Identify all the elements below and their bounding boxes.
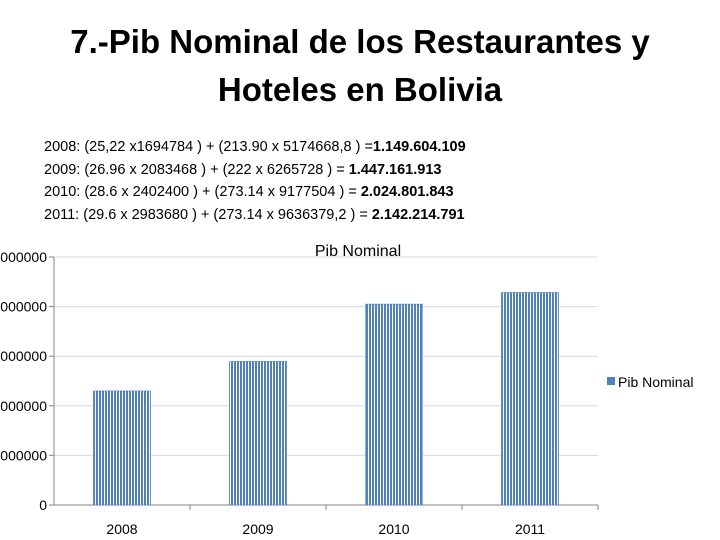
- y-tick-label: 000000: [0, 348, 47, 364]
- formula-expression: 2008: (25,22 x1694784 ) + (213.90 x 5174…: [44, 139, 373, 155]
- y-tick-label: 000000: [0, 447, 47, 463]
- legend: Pib Nominal: [607, 374, 693, 390]
- legend-label: Pib Nominal: [618, 374, 693, 390]
- bar-2009: [229, 361, 287, 506]
- bar-2010: [365, 303, 423, 506]
- chart-title: Pib Nominal: [315, 243, 401, 260]
- y-tick-label: 000000: [0, 299, 47, 315]
- formula-list: 2008: (25,22 x1694784 ) + (213.90 x 5174…: [44, 136, 684, 226]
- y-tick-label: 000000: [0, 398, 47, 414]
- slide-title-line-1: 7.-Pib Nominal de los Restaurantes y: [70, 23, 650, 60]
- slide-title-line-2: Hoteles en Bolivia: [217, 71, 503, 108]
- slide-title: 7.-Pib Nominal de los Restaurantes y Hot…: [0, 18, 720, 114]
- y-tick-label: 000000: [0, 249, 47, 265]
- formula-result: 2.142.214.791: [371, 206, 465, 223]
- formula-result: 1.447.161.913: [348, 161, 442, 178]
- formula-line: 2011: (29.6 x 2983680 ) + (273.14 x 9636…: [44, 204, 684, 227]
- x-tick-label: 2010: [378, 521, 409, 537]
- x-tick-label: 2008: [106, 521, 137, 537]
- bars: [93, 292, 559, 506]
- x-tick-label: 2011: [515, 521, 545, 537]
- formula-line: 2008: (25,22 x1694784 ) + (213.90 x 5174…: [44, 136, 684, 159]
- bar-2011: [501, 292, 559, 506]
- formula-expression: 2011: (29.6 x 2983680 ) + (273.14 x 9636…: [44, 206, 372, 223]
- formula-expression: 2009: (26.96 x 2083468 ) + (222 x 626572…: [44, 161, 349, 178]
- formula-line: 2010: (28.6 x 2402400 ) + (273.14 x 9177…: [44, 181, 684, 204]
- legend-swatch: [607, 377, 615, 385]
- y-tick-label: 0: [39, 497, 47, 513]
- formula-result: 2.024.801.843: [360, 184, 454, 200]
- bar-2008: [93, 390, 151, 506]
- x-tick-label: 2009: [242, 521, 273, 537]
- formula-expression: 2010: (28.6 x 2402400 ) + (273.14 x 9177…: [44, 184, 361, 200]
- formula-result: 1.149.604.109: [372, 139, 466, 155]
- formula-line: 2009: (26.96 x 2083468 ) + (222 x 626572…: [44, 159, 684, 182]
